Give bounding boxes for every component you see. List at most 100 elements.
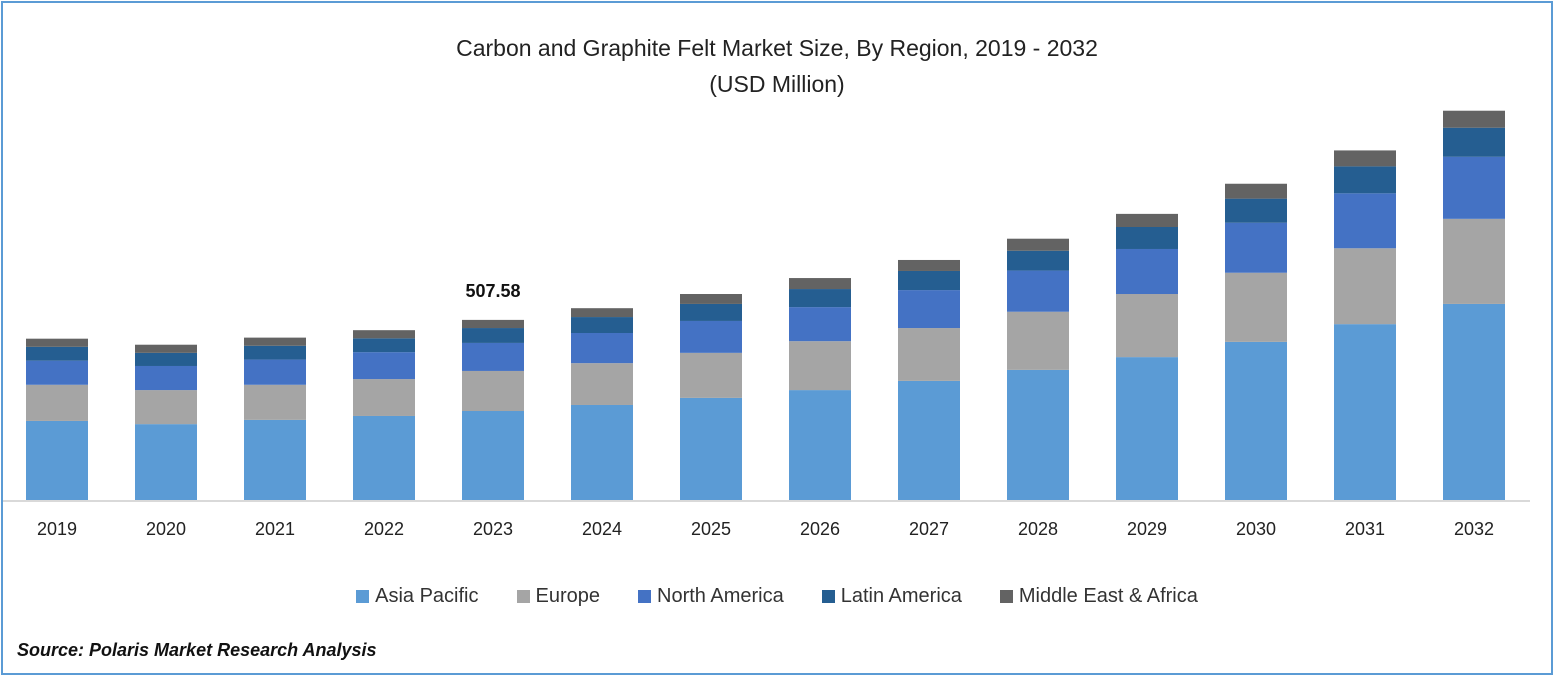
bar-segment-europe-2027: [898, 328, 960, 381]
bar-segment-middle-east-africa-2024: [571, 308, 633, 318]
legend-item: Latin America: [821, 585, 962, 608]
x-tick-label: 2021: [255, 519, 295, 539]
bar-segment-north-america-2020: [135, 365, 197, 391]
x-tick-label: 2023: [473, 519, 513, 539]
x-tick-label: 2027: [909, 519, 949, 539]
x-tick-label: 2028: [1018, 519, 1058, 539]
bar-segment-north-america-2023: [462, 342, 524, 371]
bar-segment-north-america-2021: [244, 359, 306, 385]
bar-segment-latin-america-2028: [1007, 250, 1069, 271]
bar-segment-latin-america-2026: [789, 289, 851, 308]
bar-segment-middle-east-africa-2022: [353, 330, 415, 339]
bar-segment-asia-pacific-2019: [26, 420, 88, 500]
bar-segment-europe-2031: [1334, 248, 1396, 325]
x-tick-label: 2019: [37, 519, 77, 539]
legend-swatch: [821, 590, 835, 603]
bar-segment-middle-east-africa-2026: [789, 278, 851, 290]
bar-segment-middle-east-africa-2027: [898, 259, 960, 271]
bar-segment-latin-america-2027: [898, 270, 960, 291]
bar-segment-latin-america-2029: [1116, 227, 1178, 249]
bar-segment-latin-america-2019: [26, 346, 88, 361]
bar-segment-latin-america-2021: [244, 345, 306, 360]
bar-segment-middle-east-africa-2031: [1334, 150, 1396, 167]
bar-segment-europe-2029: [1116, 294, 1178, 358]
bar-segment-north-america-2028: [1007, 270, 1069, 312]
legend-item: Asia Pacific: [356, 585, 479, 608]
bar-segment-asia-pacific-2029: [1116, 357, 1178, 500]
bar-segment-asia-pacific-2027: [898, 380, 960, 500]
bar-segment-asia-pacific-2026: [789, 390, 851, 500]
bar-segment-middle-east-africa-2023: [462, 319, 524, 329]
bar-segment-north-america-2022: [353, 352, 415, 380]
bar-segment-asia-pacific-2030: [1225, 341, 1287, 500]
bar-segment-north-america-2027: [898, 290, 960, 329]
bar-segment-north-america-2032: [1443, 156, 1505, 219]
x-tick-label: 2022: [364, 519, 404, 539]
bar-segment-asia-pacific-2031: [1334, 324, 1396, 500]
bar-segment-asia-pacific-2025: [680, 397, 742, 500]
bar-segment-europe-2019: [26, 384, 88, 421]
bar-segment-north-america-2030: [1225, 222, 1287, 273]
legend-swatch: [356, 590, 370, 603]
bar-segment-europe-2025: [680, 352, 742, 398]
bar-segment-north-america-2031: [1334, 193, 1396, 249]
bar-segment-middle-east-africa-2032: [1443, 110, 1505, 128]
bar-segment-latin-america-2022: [353, 338, 415, 353]
legend-swatch: [999, 590, 1013, 603]
bar-segment-europe-2022: [353, 379, 415, 416]
bar-segment-latin-america-2025: [680, 303, 742, 321]
bar-segment-latin-america-2020: [135, 352, 197, 366]
legend-label: Middle East & Africa: [1018, 585, 1198, 607]
bar-segment-asia-pacific-2023: [462, 411, 524, 500]
bar-segment-europe-2028: [1007, 311, 1069, 370]
legend-label: Asia Pacific: [375, 585, 479, 607]
bar-segment-asia-pacific-2024: [571, 404, 633, 500]
bar-segment-europe-2020: [135, 390, 197, 425]
x-tick-label: 2029: [1127, 519, 1167, 539]
bar-segment-middle-east-africa-2020: [135, 344, 197, 353]
bar-segment-latin-america-2024: [571, 317, 633, 334]
bar-segment-middle-east-africa-2029: [1116, 213, 1178, 227]
bar-segment-europe-2032: [1443, 218, 1505, 304]
bar-segment-north-america-2029: [1116, 248, 1178, 295]
bar-segment-asia-pacific-2032: [1443, 303, 1505, 500]
x-tick-label: 2026: [800, 519, 840, 539]
source-note: Source: Polaris Market Research Analysis: [17, 640, 377, 660]
bar-segment-north-america-2024: [571, 333, 633, 364]
bar-segment-europe-2024: [571, 363, 633, 405]
bar-segment-middle-east-africa-2025: [680, 294, 742, 304]
x-tick-label: 2030: [1236, 519, 1276, 539]
bar-segment-latin-america-2031: [1334, 166, 1396, 194]
legend-label: North America: [657, 585, 784, 607]
bar-segment-europe-2030: [1225, 272, 1287, 342]
bar-segment-asia-pacific-2020: [135, 424, 197, 500]
legend-item: Europe: [516, 585, 601, 608]
bar-segment-north-america-2025: [680, 320, 742, 353]
legend-label: Latin America: [840, 585, 962, 607]
legend-swatch: [516, 590, 530, 603]
x-tick-label: 2025: [691, 519, 731, 539]
bar-segment-asia-pacific-2028: [1007, 369, 1069, 500]
bar-segment-europe-2023: [462, 370, 524, 412]
legend-item: Middle East & Africa: [999, 585, 1198, 608]
bar-segment-north-america-2026: [789, 307, 851, 342]
bar-segment-latin-america-2032: [1443, 127, 1505, 157]
x-tick-label: 2024: [582, 519, 622, 539]
bar-segment-latin-america-2023: [462, 328, 524, 343]
bar-segment-europe-2021: [244, 384, 306, 420]
bar-segment-europe-2026: [789, 341, 851, 391]
bar-segment-middle-east-africa-2019: [26, 338, 88, 347]
bar-segment-middle-east-africa-2030: [1225, 183, 1287, 199]
legend-label: Europe: [535, 585, 601, 607]
bar-segment-asia-pacific-2022: [353, 415, 415, 500]
legend-item: North America: [638, 585, 784, 608]
x-tick-label: 2031: [1345, 519, 1385, 539]
chart-title: Carbon and Graphite Felt Market Size, By…: [456, 35, 1098, 61]
legend: Asia Pacific Europe North America Latin Ame…: [0, 585, 1554, 608]
data-label: 507.58: [465, 281, 520, 301]
x-tick-label: 2032: [1454, 519, 1494, 539]
legend-swatch: [638, 590, 651, 603]
x-tick-label: 2020: [146, 519, 186, 539]
